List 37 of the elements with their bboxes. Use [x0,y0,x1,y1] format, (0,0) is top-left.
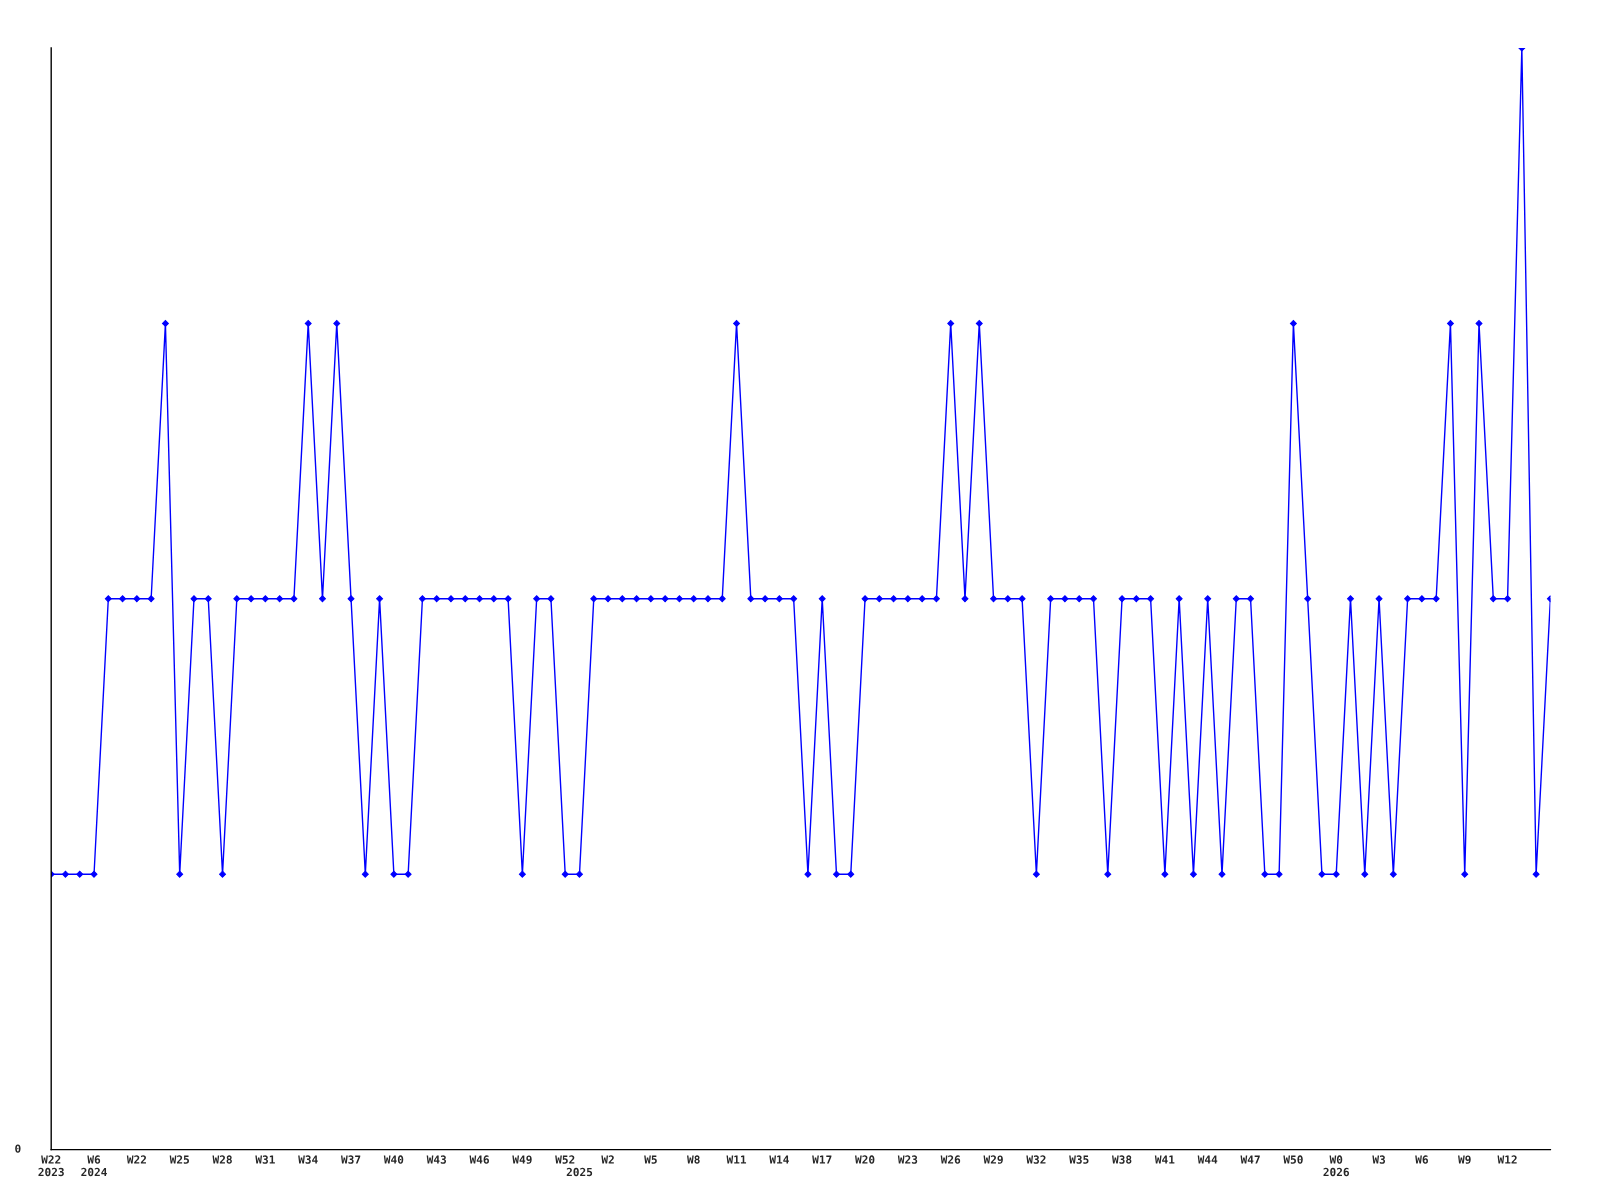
x-tick-label: W37 [341,1155,361,1164]
x-tick-label: W17 [812,1155,832,1164]
x-tick-label: W40 [383,1155,404,1164]
x-tick-label: W6 2024 [81,1155,107,1177]
x-tick-label: W43 [426,1155,447,1164]
x-tick-label: W22 2023 [38,1155,64,1177]
x-tick-label: W23 [897,1155,918,1164]
x-tick-label: W41 [1154,1155,1175,1164]
x-tick-label: W11 [726,1155,747,1164]
x-tick-label: W25 [169,1155,189,1164]
x-tick-label: W6 [1415,1155,1428,1164]
x-tick-label: 2025 [566,1167,593,1177]
x-tick-label: W28 [212,1155,232,1164]
x-tick-label: W46 [469,1155,489,1164]
x-tick-label: W2 [601,1155,614,1164]
x-tick-label: W49 [512,1155,532,1164]
x-tick-label: W5 [644,1155,657,1164]
x-tick-label: W12 [1497,1155,1517,1164]
x-tick-label: W26 [940,1155,961,1164]
text: 0 [15,1144,21,1153]
x-tick-label: W44 [1197,1155,1218,1164]
x-tick-label: W0 2026 [1323,1155,1350,1177]
x-tick-label: W38 [1112,1155,1132,1164]
x-tick-label: W9 [1458,1155,1471,1164]
x-tick-label: W31 [255,1155,275,1164]
x-tick-label: W52 [555,1155,575,1164]
x-tick-label: W20 [855,1155,875,1164]
x-tick-label: W47 [1240,1155,1260,1164]
x-tick-label: W50 [1283,1155,1303,1164]
x-tick-label: W14 [769,1155,789,1164]
x-tick-label: W29 [983,1155,1003,1164]
x-tick-label: W35 [1069,1155,1089,1164]
x-tick-label: W22 [126,1155,146,1164]
x-tick-label: W3 [1372,1155,1386,1164]
x-tick-label: W32 [1026,1155,1046,1164]
x-tick-label: W34 [298,1155,318,1164]
x-tick-label: W8 [687,1155,700,1164]
